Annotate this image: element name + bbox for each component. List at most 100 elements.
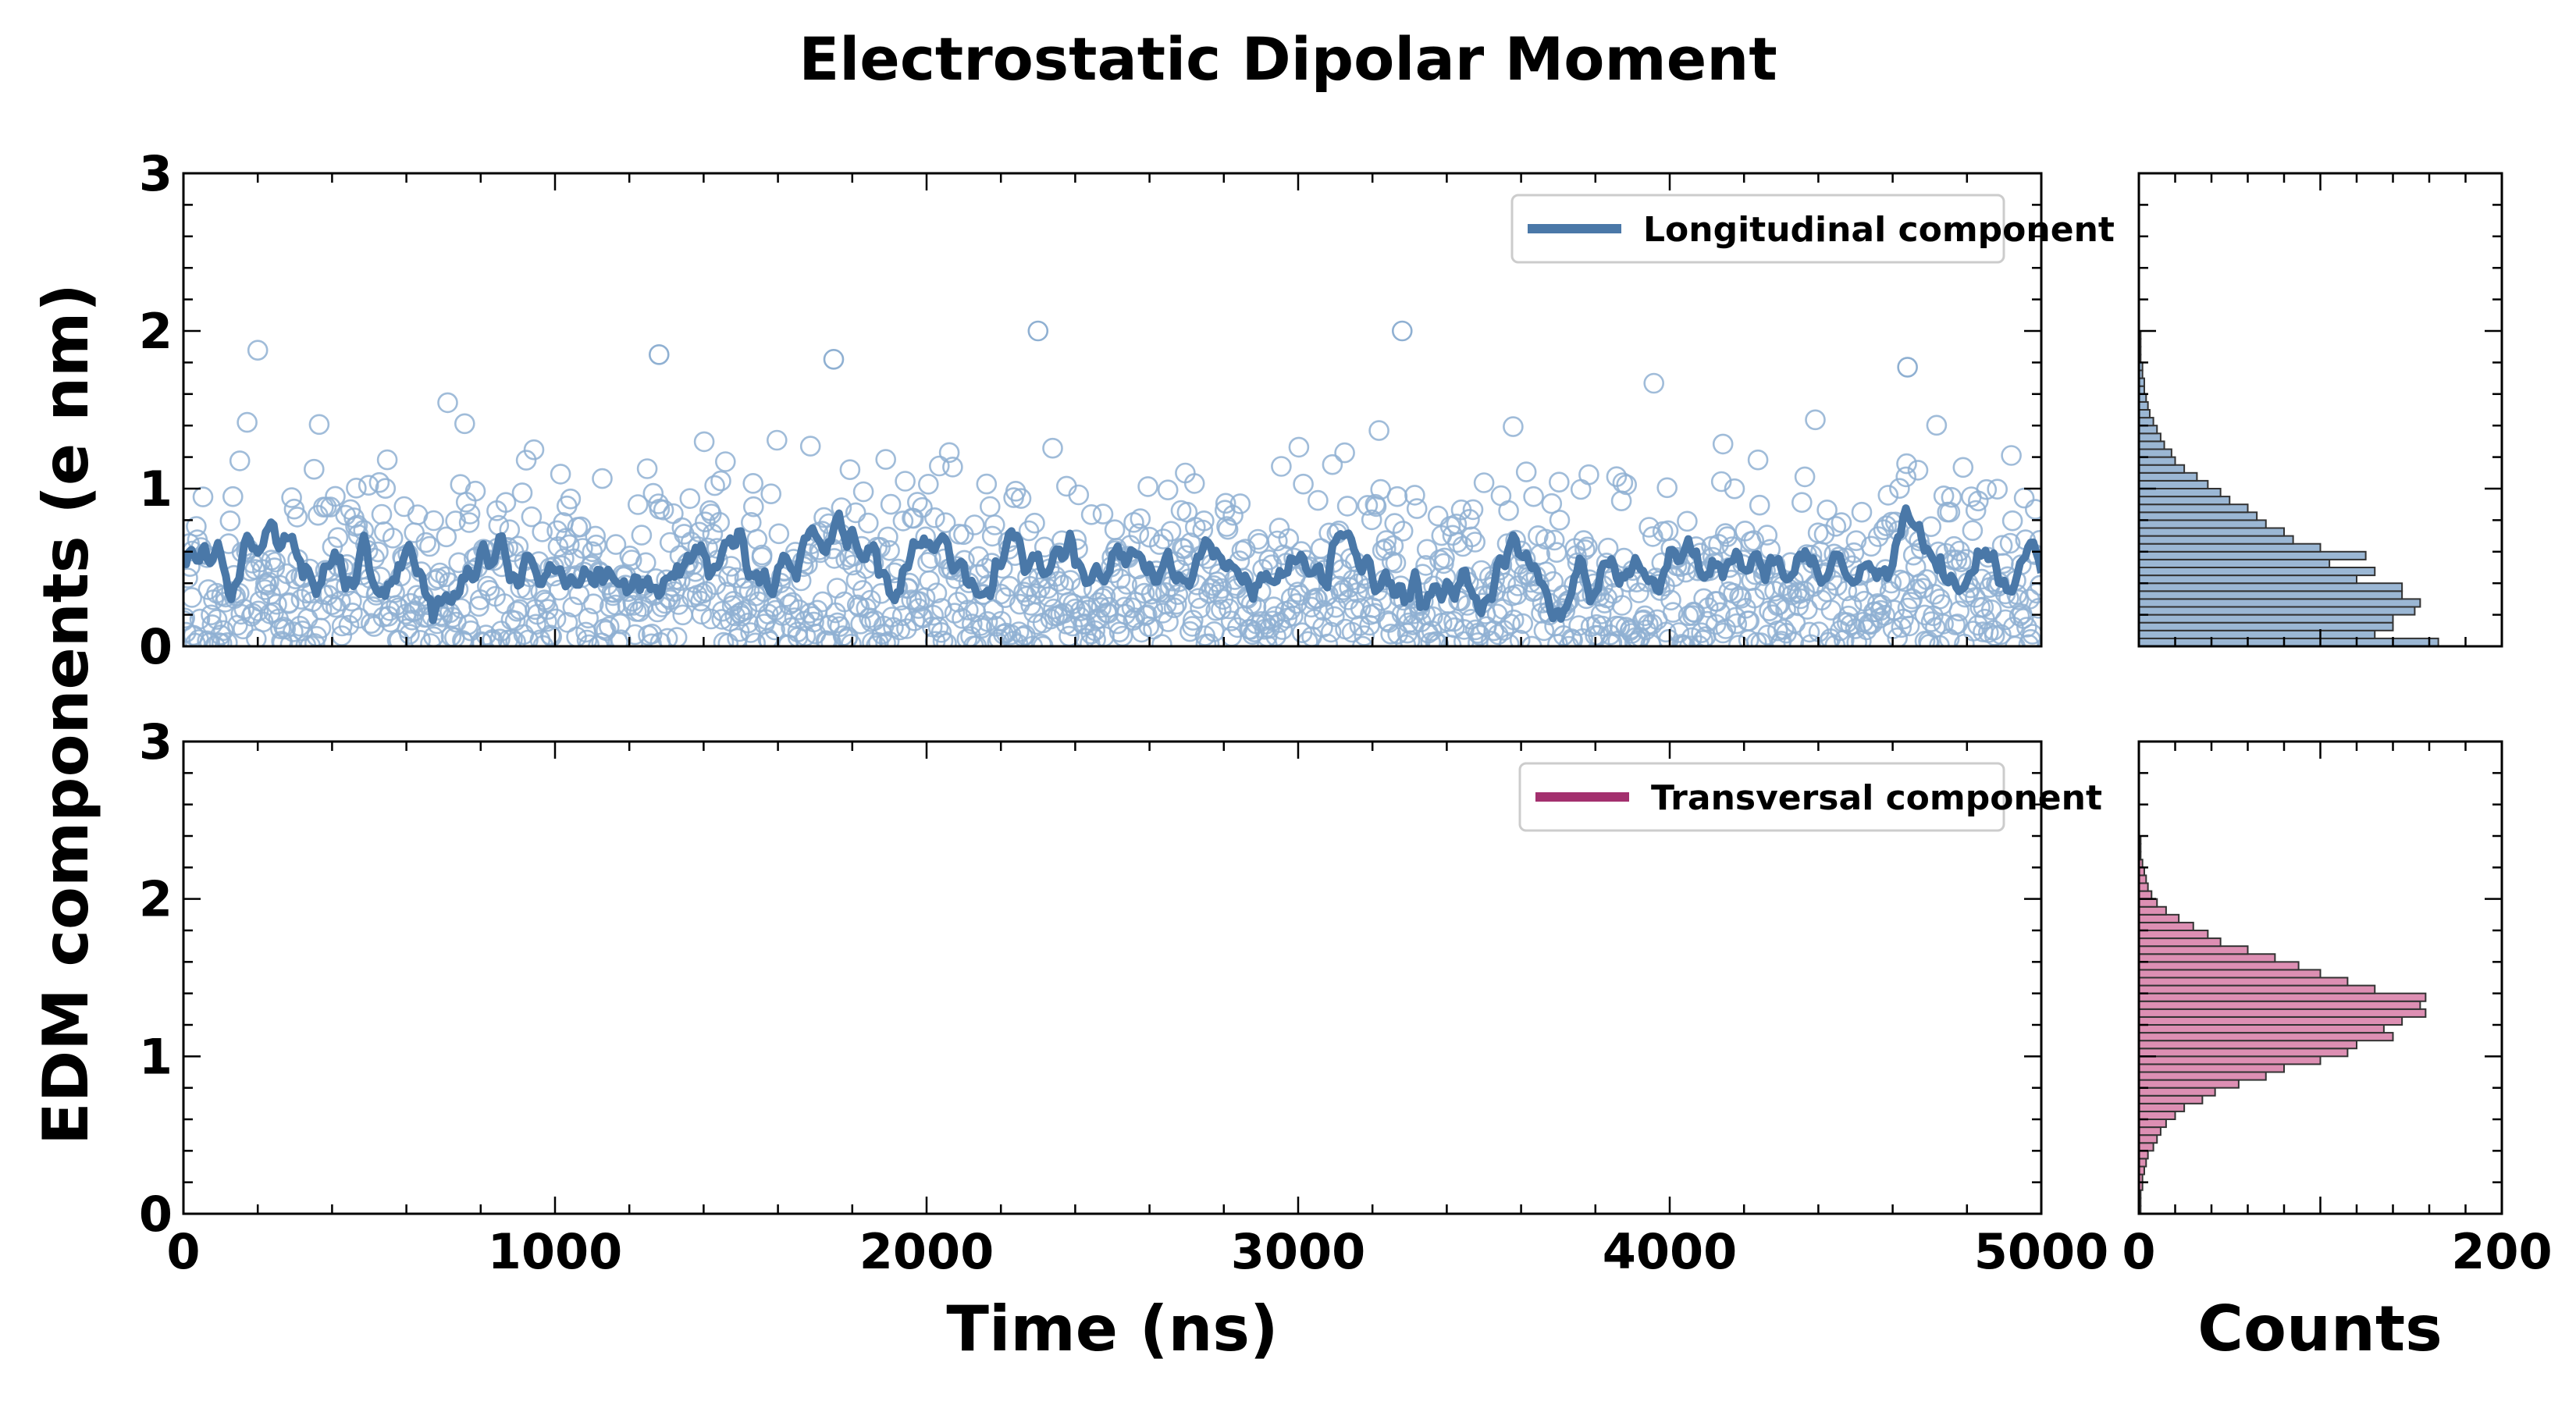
undefined-raw-point <box>672 1051 691 1069</box>
undefined-raw-point <box>983 1072 1002 1090</box>
undefined-raw-point <box>1442 909 1461 928</box>
undefined-raw-point <box>1109 1089 1128 1108</box>
undefined-raw-point <box>664 924 683 943</box>
undefined-raw-point <box>445 1042 464 1061</box>
undefined-raw-point <box>690 1019 709 1038</box>
undefined-raw-point <box>1059 570 1081 591</box>
undefined-raw-point <box>1994 893 2012 912</box>
undefined-raw-point <box>892 510 914 532</box>
undefined-raw-point <box>447 990 466 1008</box>
undefined-raw-point <box>1566 1030 1585 1049</box>
undefined-raw-point <box>1159 997 1178 1016</box>
undefined-raw-point <box>1101 944 1120 963</box>
undefined-raw-point <box>1160 521 1182 542</box>
undefined-raw-point <box>1060 1016 1079 1034</box>
undefined-raw-point <box>1800 987 1819 1006</box>
undefined-raw-point <box>705 1095 724 1114</box>
undefined-raw-point <box>325 486 346 507</box>
undefined-raw-point <box>1271 456 1292 477</box>
undefined-raw-point <box>1337 1056 1356 1075</box>
undefined-raw-point <box>1973 1014 1991 1033</box>
undefined-raw-point <box>1010 488 1032 509</box>
undefined-raw-point <box>679 1023 698 1041</box>
undefined-raw-point <box>1344 992 1363 1011</box>
undefined-raw-point <box>619 932 638 951</box>
undefined-raw-points <box>183 320 2041 646</box>
undefined-raw-point <box>1286 1023 1304 1042</box>
undefined-raw-point <box>1436 1021 1455 1040</box>
undefined-raw-point <box>1909 573 1931 595</box>
undefined-raw-point <box>336 1067 354 1086</box>
undefined-raw-point <box>525 930 544 949</box>
undefined-raw-point <box>852 481 874 503</box>
undefined-raw-point <box>1732 1008 1751 1026</box>
undefined-raw-point <box>385 1064 404 1083</box>
undefined-raw-point <box>1432 924 1450 943</box>
undefined-raw-point <box>342 602 363 624</box>
undefined-raw-point <box>596 992 615 1011</box>
undefined-raw-point <box>1778 902 1797 920</box>
undefined-raw-point <box>2013 1019 2032 1037</box>
undefined-raw-point <box>1340 1006 1358 1025</box>
undefined-raw-point <box>879 539 900 561</box>
undefined-raw-point <box>1085 628 1106 646</box>
undefined-raw-point <box>347 1016 366 1034</box>
undefined-raw-point <box>610 613 631 635</box>
undefined-raw-point <box>1634 1082 1653 1101</box>
undefined-raw-point <box>1939 501 1961 523</box>
undefined-raw-point <box>1332 1171 1351 1190</box>
undefined-raw-point <box>631 525 653 546</box>
undefined-raw-point <box>1965 500 1987 521</box>
undefined-raw-point <box>1225 966 1244 985</box>
undefined-raw-point <box>1430 988 1449 1007</box>
undefined-raw-point <box>367 1033 386 1052</box>
undefined-raw-point <box>1021 1096 1040 1115</box>
undefined-raw-point <box>2019 1013 2037 1032</box>
undefined-raw-point <box>1509 629 1531 646</box>
undefined-raw-point <box>251 927 269 945</box>
undefined-raw-point <box>1745 983 1764 1001</box>
bottom-xtick-label: 5000 <box>1974 1223 2109 1280</box>
undefined-raw-point <box>605 1033 624 1052</box>
undefined-raw-point <box>1182 988 1201 1007</box>
undefined-raw-point <box>208 1097 226 1116</box>
undefined-raw-point <box>258 982 276 1001</box>
undefined-raw-point <box>1528 971 1547 990</box>
undefined-raw-point <box>1933 614 1954 635</box>
undefined-raw-point <box>1902 544 1924 566</box>
undefined-raw-point <box>1245 966 1264 985</box>
undefined-raw-point <box>1873 984 1891 1002</box>
undefined-raw-point <box>213 941 232 959</box>
undefined-raw-point <box>1092 1002 1111 1021</box>
undefined-raw-point <box>1296 1065 1315 1083</box>
undefined-raw-point <box>1184 1080 1203 1099</box>
undefined-raw-point <box>1841 595 1863 617</box>
undefined-raw-point <box>932 630 954 646</box>
undefined-raw-point <box>1806 1110 1824 1129</box>
undefined-raw-point <box>489 628 511 646</box>
undefined-raw-point <box>477 1046 496 1065</box>
undefined-raw-point <box>970 1055 988 1073</box>
undefined-raw-point <box>1229 997 1248 1016</box>
undefined-raw-point <box>891 1011 910 1030</box>
undefined-raw-point <box>864 991 883 1009</box>
undefined-raw-point <box>1873 519 1895 541</box>
undefined-raw-point <box>437 392 458 414</box>
undefined-raw-point <box>1737 914 1756 933</box>
undefined-raw-point <box>1380 1092 1399 1111</box>
undefined-raw-point <box>1044 1030 1062 1049</box>
undefined-raw-point <box>1381 1058 1400 1076</box>
undefined-raw-point <box>1368 979 1386 998</box>
undefined-raw-point <box>1591 1121 1610 1140</box>
undefined-raw-point <box>766 1037 785 1056</box>
undefined-raw-point <box>1396 1005 1414 1024</box>
undefined-raw-point <box>1204 1087 1222 1105</box>
undefined-raw-point <box>218 976 237 995</box>
undefined-raw-point <box>1878 973 1897 991</box>
undefined-raw-point <box>674 975 692 994</box>
undefined-raw-point <box>1813 989 1831 1008</box>
undefined-raw-point <box>1987 1055 2006 1073</box>
undefined-raw-point <box>693 431 715 453</box>
top-hist-bar <box>2138 409 2151 419</box>
undefined-raw-point <box>1012 959 1031 977</box>
